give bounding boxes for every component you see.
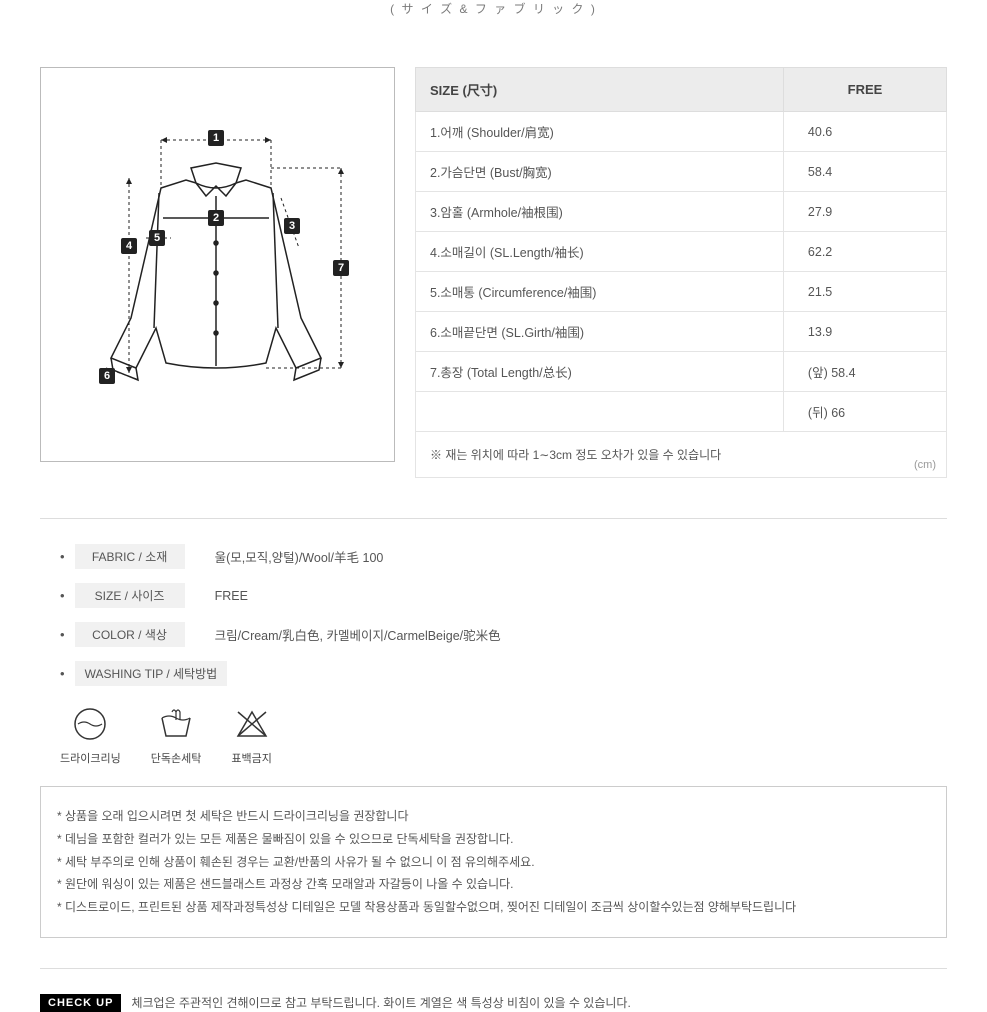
info-item-fabric: FABRIC / 소재 울(모,모직,양털)/Wool/羊毛 100 xyxy=(60,544,947,569)
marker-1: 1 xyxy=(213,132,219,144)
marker-7: 7 xyxy=(338,262,344,274)
size-label: SIZE / 사이즈 xyxy=(75,583,185,608)
no-bleach-icon: 표백금지 xyxy=(231,706,271,766)
size-value: FREE xyxy=(215,589,248,603)
table-row: 3.암홀 (Armhole/袖根围)27.9 xyxy=(416,192,947,232)
info-item-color: COLOR / 색상 크림/Cream/乳白色, 카멜베이지/CarmelBei… xyxy=(60,622,947,647)
color-value: 크림/Cream/乳白色, 카멜베이지/CarmelBeige/驼米色 xyxy=(215,625,501,644)
divider xyxy=(40,968,947,969)
row-value: 13.9 xyxy=(783,312,946,352)
info-item-washing: WASHING TIP / 세탁방법 xyxy=(60,661,947,686)
divider xyxy=(40,518,947,519)
info-item-size: SIZE / 사이즈 FREE xyxy=(60,583,947,608)
table-row: 7.총장 (Total Length/总长)(앞) 58.4 xyxy=(416,352,947,392)
care-notes-box: 상품을 오래 입으시려면 첫 세탁은 반드시 드라이크리닝을 권장합니다 데님을… xyxy=(40,786,947,938)
table-row: 4.소매길이 (SL.Length/袖长)62.2 xyxy=(416,232,947,272)
row-label xyxy=(416,392,784,432)
hand-wash-icon: 단독손세탁 xyxy=(151,706,202,766)
checkup-row: CHECK UP 체크업은 주관적인 견해이므로 참고 부탁드립니다. 화이트 … xyxy=(40,994,947,1012)
info-list: FABRIC / 소재 울(모,모직,양털)/Wool/羊毛 100 SIZE … xyxy=(40,544,947,686)
color-label: COLOR / 색상 xyxy=(75,622,185,647)
row-value: (앞) 58.4 xyxy=(783,352,946,392)
care-note: 디스트로이드, 프린트된 상품 제작과정특성상 디테일은 모델 착용상품과 동일… xyxy=(57,896,930,919)
hand-wash-label: 단독손세탁 xyxy=(151,750,202,766)
table-row: 5.소매통 (Circumference/袖围)21.5 xyxy=(416,272,947,312)
measurement-note: ※ 재는 위치에 따라 1∼3cm 정도 오차가 있을 수 있습니다 xyxy=(430,448,721,462)
row-value: 27.9 xyxy=(783,192,946,232)
table-row: 2.가슴단면 (Bust/胸宽)58.4 xyxy=(416,152,947,192)
top-section: 1 2 3 4 5 6 7 SIZE (尺寸) FREE xyxy=(40,67,947,478)
row-label: 1.어깨 (Shoulder/肩宽) xyxy=(416,112,784,152)
care-note: 세탁 부주의로 인해 상품이 훼손된 경우는 교환/반품의 사유가 될 수 없으… xyxy=(57,851,930,874)
row-value: 58.4 xyxy=(783,152,946,192)
marker-5: 5 xyxy=(154,232,160,244)
table-row: 6.소매끝단면 (SL.Girth/袖围)13.9 xyxy=(416,312,947,352)
fabric-value: 울(모,모직,양털)/Wool/羊毛 100 xyxy=(215,547,384,566)
care-note: 상품을 오래 입으시려면 첫 세탁은 반드시 드라이크리닝을 권장합니다 xyxy=(57,805,930,828)
row-value: 62.2 xyxy=(783,232,946,272)
size-header: SIZE (尺寸) xyxy=(416,68,784,112)
marker-6: 6 xyxy=(104,370,110,382)
size-table: SIZE (尺寸) FREE 1.어깨 (Shoulder/肩宽)40.6 2.… xyxy=(415,67,947,478)
row-value: (뒤) 66 xyxy=(783,392,946,432)
dry-clean-label: 드라이크리닝 xyxy=(60,750,121,766)
row-label: 7.총장 (Total Length/总长) xyxy=(416,352,784,392)
wash-icons: 드라이크리닝 단독손세탁 표백금지 xyxy=(60,706,947,766)
fabric-label: FABRIC / 소재 xyxy=(75,544,185,569)
marker-3: 3 xyxy=(289,220,295,232)
row-label: 3.암홀 (Armhole/袖根围) xyxy=(416,192,784,232)
unit-label: (cm) xyxy=(914,459,936,471)
row-label: 2.가슴단면 (Bust/胸宽) xyxy=(416,152,784,192)
row-value: 40.6 xyxy=(783,112,946,152)
washing-label: WASHING TIP / 세탁방법 xyxy=(75,661,228,686)
size-diagram: 1 2 3 4 5 6 7 xyxy=(40,67,395,462)
checkup-text: 체크업은 주관적인 견해이므로 참고 부탁드립니다. 화이트 계열은 색 특성상… xyxy=(131,994,630,1011)
table-row: (뒤) 66 xyxy=(416,392,947,432)
table-row: 1.어깨 (Shoulder/肩宽)40.6 xyxy=(416,112,947,152)
note-row: ※ 재는 위치에 따라 1∼3cm 정도 오차가 있을 수 있습니다 (cm) xyxy=(416,432,947,478)
row-label: 5.소매통 (Circumference/袖围) xyxy=(416,272,784,312)
dry-clean-icon: 드라이크리닝 xyxy=(60,706,121,766)
care-note: 데님을 포함한 컬러가 있는 모든 제품은 물빠짐이 있을 수 있으므로 단독세… xyxy=(57,828,930,851)
free-header: FREE xyxy=(783,68,946,112)
row-label: 6.소매끝단면 (SL.Girth/袖围) xyxy=(416,312,784,352)
no-bleach-label: 표백금지 xyxy=(231,750,271,766)
checkup-badge: CHECK UP xyxy=(40,994,121,1012)
marker-2: 2 xyxy=(213,212,219,224)
row-label: 4.소매길이 (SL.Length/袖长) xyxy=(416,232,784,272)
care-note: 원단에 워싱이 있는 제품은 샌드블래스트 과정상 간혹 모래알과 자갈등이 나… xyxy=(57,873,930,896)
row-value: 21.5 xyxy=(783,272,946,312)
page-subtitle: ( サ イ ズ & フ ァ ブ リ ッ ク ) xyxy=(40,0,947,17)
marker-4: 4 xyxy=(126,240,133,252)
